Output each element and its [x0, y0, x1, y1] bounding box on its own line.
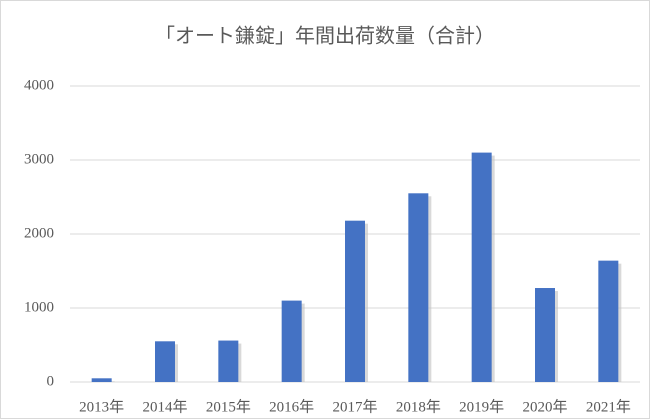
- y-tick-label: 2000: [24, 225, 54, 241]
- bar: [218, 340, 239, 382]
- x-tick-label: 2018年: [396, 398, 441, 415]
- bar: [408, 193, 429, 382]
- y-tick-label: 0: [47, 373, 55, 389]
- y-tick-label: 1000: [24, 299, 54, 315]
- y-tick-label: 4000: [24, 77, 54, 93]
- bar: [281, 300, 302, 382]
- x-tick-label: 2020年: [522, 398, 567, 415]
- x-tick-label: 2019年: [459, 398, 504, 415]
- y-tick-label: 3000: [24, 151, 54, 167]
- x-tick-label: 2016年: [269, 398, 314, 415]
- x-tick-label: 2013年: [79, 398, 124, 415]
- bar: [471, 152, 492, 382]
- x-tick-label: 2015年: [206, 398, 251, 415]
- chart-title: 「オート鎌錠」年間出荷数量（合計）: [155, 25, 495, 48]
- x-tick-label: 2017年: [332, 398, 377, 415]
- bar: [155, 341, 175, 382]
- x-tick-label: 2014年: [142, 398, 187, 415]
- bar: [91, 378, 112, 382]
- bar: [345, 220, 365, 382]
- bar: [598, 260, 619, 382]
- bar: [535, 288, 555, 382]
- x-tick-label: 2021年: [586, 398, 631, 415]
